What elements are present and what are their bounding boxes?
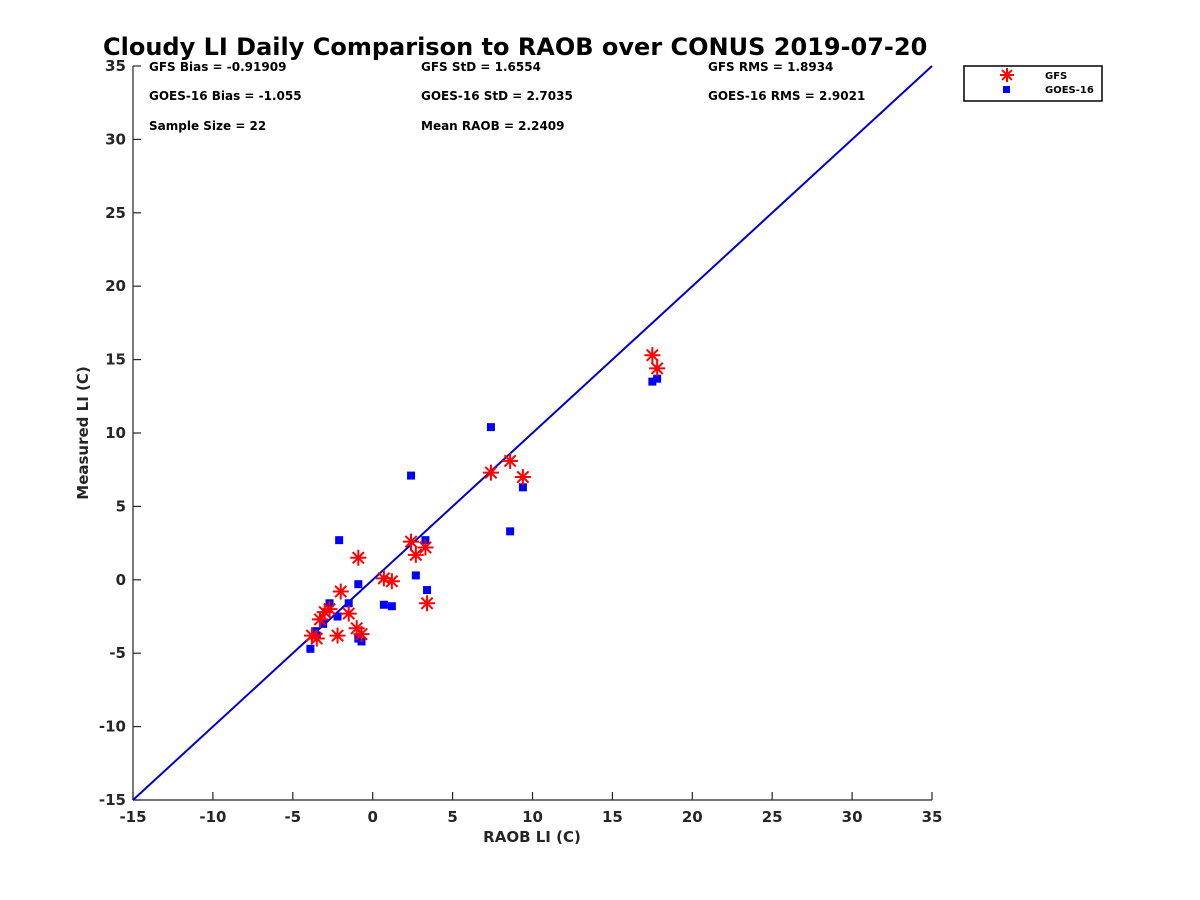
x-tick-label: 20: [682, 808, 703, 826]
gfs-bias-text: GFS Bias = -0.91909: [149, 60, 286, 74]
legend: GFS GOES-16: [963, 65, 1103, 102]
gfs-point: [502, 452, 519, 469]
y-tick-label: 0: [116, 571, 126, 589]
x-axis-label: RAOB LI (C): [483, 828, 581, 846]
x-tick-label: -10: [199, 808, 226, 826]
goes16-point: [653, 374, 662, 383]
legend-goes16-marker: [1003, 86, 1010, 93]
y-tick-label: 25: [105, 204, 126, 222]
sample-size-text: Sample Size = 22: [149, 119, 266, 133]
gfs-point: [417, 539, 434, 556]
gfs-point: [332, 583, 349, 600]
gfs-point: [419, 595, 436, 612]
goes16-point: [423, 586, 432, 595]
x-tick-label: 25: [762, 808, 783, 826]
gfs-point: [353, 626, 370, 643]
gfs-point: [350, 549, 367, 566]
y-tick-label: 15: [105, 351, 126, 369]
stats-annotations: GFS Bias = -0.91909 GFS StD = 1.6554 GFS…: [149, 60, 865, 133]
x-tick-label: -5: [284, 808, 301, 826]
gfs-point: [383, 573, 400, 590]
chart-title: Cloudy LI Daily Comparison to RAOB over …: [103, 33, 927, 61]
gfs-point: [308, 630, 325, 647]
x-tick-label: 10: [522, 808, 543, 826]
y-ticks: -15 -10 -5 0 5 10 15 20 25 30 35: [99, 57, 141, 809]
x-tick-label: 5: [447, 808, 457, 826]
goes16-point: [335, 536, 344, 545]
legend-gfs-marker: [1000, 68, 1014, 82]
gfs-point: [329, 627, 346, 644]
goes-std-text: GOES-16 StD = 2.7035: [421, 89, 573, 103]
legend-gfs-asterisk: [1000, 68, 1014, 82]
x-tick-label: 30: [842, 808, 863, 826]
legend-gfs-label: GFS: [1045, 71, 1067, 82]
gfs-point: [482, 464, 499, 481]
gfs-rms-text: GFS RMS = 1.8934: [708, 60, 833, 74]
goes16-point: [344, 599, 353, 608]
goes16-point: [648, 377, 657, 386]
goes16-point: [407, 471, 416, 480]
x-tick-label: -15: [119, 808, 146, 826]
y-tick-label: -15: [99, 791, 126, 809]
goes16-point: [486, 423, 495, 432]
y-tick-label: 5: [116, 497, 126, 515]
y-axis-label: Measured LI (C): [74, 366, 92, 499]
x-tick-label: 0: [367, 808, 377, 826]
gfs-point: [340, 605, 357, 622]
goes16-point: [354, 580, 363, 589]
x-tick-label: 15: [602, 808, 623, 826]
goes16-point: [411, 571, 420, 580]
gfs-point: [407, 546, 424, 563]
y-tick-label: 30: [105, 130, 126, 148]
legend-box: [963, 65, 1103, 102]
goes16-point: [387, 602, 396, 611]
gfs-point: [321, 601, 338, 618]
y-tick-label: -10: [99, 718, 126, 736]
one-to-one-line: [132, 65, 933, 801]
goes16-point: [379, 600, 388, 609]
goes-rms-text: GOES-16 RMS = 2.9021: [708, 89, 865, 103]
goes16-point: [333, 612, 342, 621]
gfs-series: [303, 347, 666, 647]
gfs-point: [403, 533, 420, 550]
gfs-std-text: GFS StD = 1.6554: [421, 60, 541, 74]
gfs-point: [649, 360, 666, 377]
goes16-point: [306, 644, 315, 653]
gfs-point: [644, 347, 661, 364]
x-tick-label: 35: [922, 808, 943, 826]
goes16-point: [518, 483, 527, 492]
y-tick-label: -5: [109, 644, 126, 662]
goes16-point: [506, 527, 515, 536]
y-tick-label: 20: [105, 277, 126, 295]
gfs-point: [514, 469, 531, 486]
y-tick-label: 10: [105, 424, 126, 442]
mean-raob-text: Mean RAOB = 2.2409: [421, 119, 565, 133]
goes-bias-text: GOES-16 Bias = -1.055: [149, 89, 302, 103]
legend-goes16-label: GOES-16: [1045, 85, 1094, 96]
y-tick-label: 35: [105, 57, 126, 75]
x-ticks: -15 -10 -5 0 5 10 15 20 25 30 35: [119, 792, 942, 826]
